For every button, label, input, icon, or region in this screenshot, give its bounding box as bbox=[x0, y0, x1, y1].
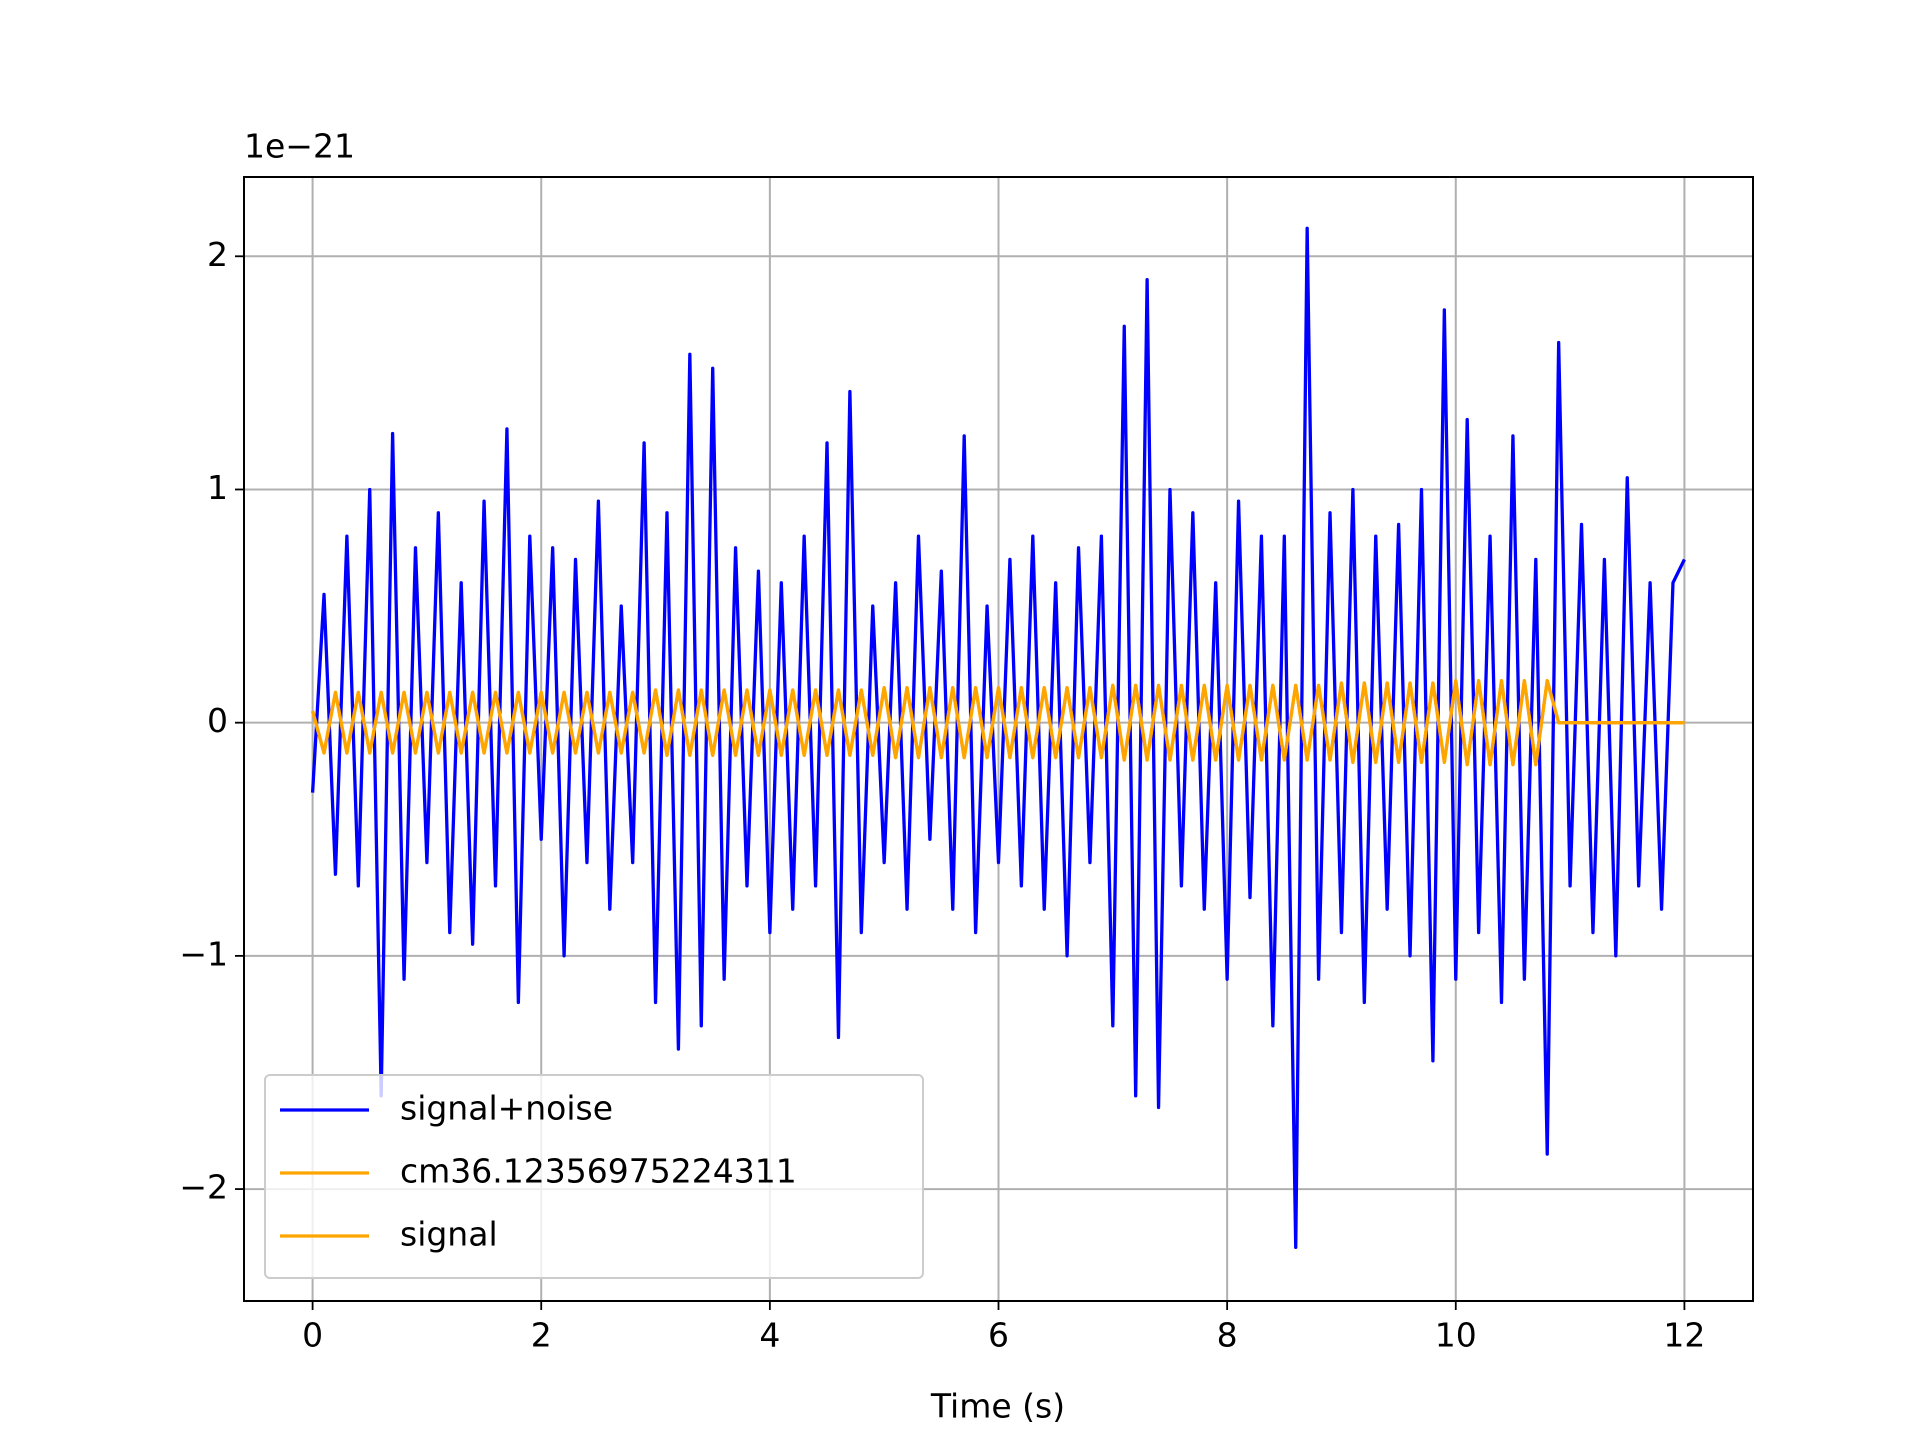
legend-box bbox=[264, 1074, 924, 1279]
x-tick-label: 0 bbox=[302, 1316, 323, 1355]
y-tick-label: 1 bbox=[207, 468, 228, 507]
plot-frame bbox=[243, 176, 1754, 1302]
x-tick-label: 4 bbox=[759, 1316, 780, 1355]
x-tick-label: 2 bbox=[531, 1316, 552, 1355]
legend-label: signal+noise bbox=[400, 1089, 613, 1128]
y-tick-label: −1 bbox=[179, 934, 228, 973]
x-tick-label: 12 bbox=[1663, 1316, 1705, 1355]
legend-label: cm36.12356975224311 bbox=[400, 1152, 797, 1191]
y-offset-label: 1e−21 bbox=[244, 127, 355, 166]
y-tick-label: 2 bbox=[207, 235, 228, 274]
series-line bbox=[310, 679, 1685, 767]
x-axis-label: Time (s) bbox=[930, 1387, 1065, 1426]
x-tick-label: 10 bbox=[1435, 1316, 1477, 1355]
series-line bbox=[310, 226, 1686, 1250]
legend-label: signal bbox=[400, 1215, 498, 1254]
x-tick-label: 8 bbox=[1217, 1316, 1238, 1355]
y-tick-label: 0 bbox=[207, 701, 228, 740]
x-tick-label: 6 bbox=[988, 1316, 1009, 1355]
y-tick-label: −2 bbox=[179, 1168, 228, 1207]
